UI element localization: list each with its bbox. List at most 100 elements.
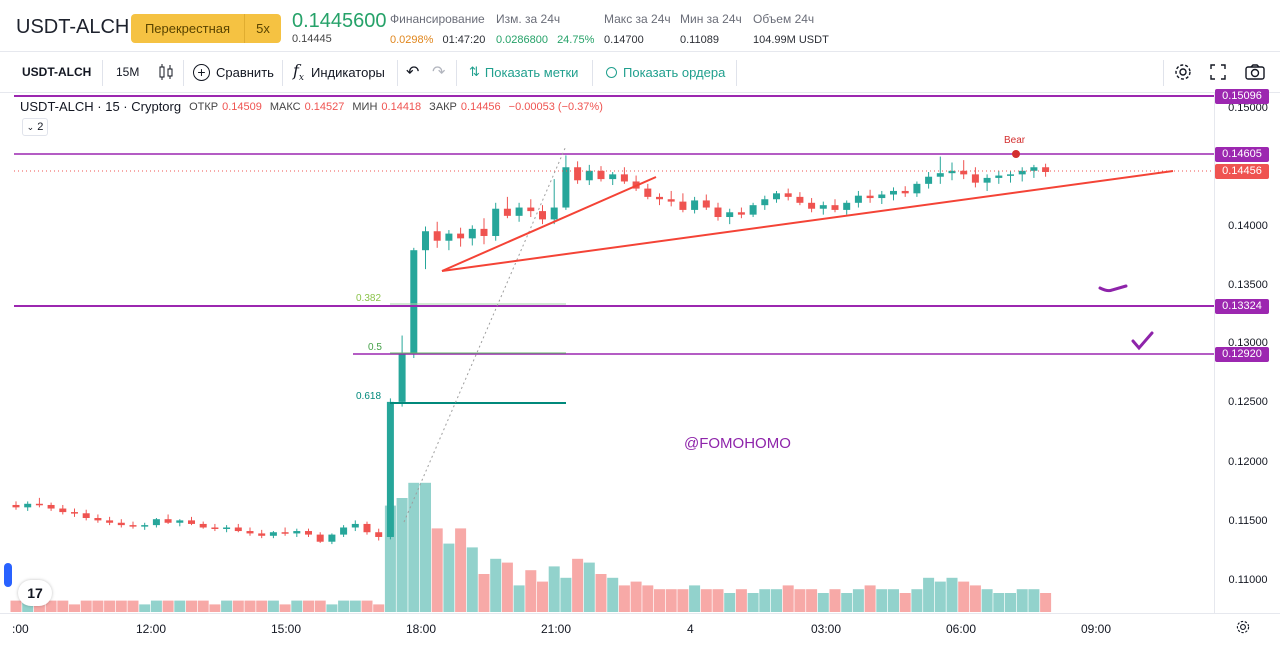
settings-gear-icon[interactable]	[1173, 52, 1193, 92]
candle-body	[550, 207, 558, 220]
show-marks-button[interactable]: ⇅ Показать метки	[469, 52, 578, 92]
indicators-label: Индикаторы	[311, 64, 385, 80]
candle-body	[819, 205, 827, 209]
volume-bar	[747, 593, 759, 612]
volume-bar	[45, 600, 57, 612]
bear-signal-marker[interactable]	[1012, 150, 1020, 158]
mark-price: 0.14445	[292, 33, 332, 45]
volume-bar	[829, 589, 841, 612]
volume-bar	[455, 528, 467, 612]
volume-bar	[373, 604, 385, 612]
volume-bar	[560, 577, 572, 612]
candle-body	[234, 527, 242, 532]
watermark-text: @FOMOHOMO	[684, 435, 791, 452]
toolbar-symbol-button[interactable]: USDT-ALCH	[22, 65, 92, 79]
volume-bar	[408, 482, 420, 612]
time-tick: 18:00	[406, 622, 437, 636]
chart-toolbar: USDT-ALCH 15M + Сравнить fx Индикаторы ↶…	[0, 52, 1280, 93]
candle-body	[269, 532, 277, 536]
volume-bar	[841, 593, 853, 612]
leverage-button[interactable]: 5x	[256, 21, 270, 36]
candle-body	[375, 532, 383, 537]
legend-collapse-button[interactable]: ⌄ 2	[22, 118, 48, 136]
price-badge-level: 0.13324	[1215, 299, 1269, 314]
volume-bar	[139, 604, 151, 612]
volume-bar	[10, 600, 22, 612]
stat-low-label: Мин за 24ч	[680, 12, 742, 26]
price-chart[interactable]	[0, 93, 1214, 613]
volume-bar	[888, 589, 899, 612]
price-tick: 0.15000	[1228, 102, 1268, 114]
volume-bar	[618, 585, 630, 612]
candles-icon[interactable]	[158, 52, 174, 92]
volume-bar	[759, 589, 771, 612]
side-panel-toggle[interactable]	[4, 563, 12, 587]
fib-label-0.382: 0.382	[356, 293, 382, 304]
tradingview-logo[interactable]: 17	[18, 580, 52, 606]
chevron-down-icon: ⌄	[26, 121, 35, 132]
volume-bar	[162, 600, 174, 612]
margin-mode-divider	[244, 14, 245, 43]
candle-body	[796, 196, 804, 203]
function-icon: fx	[293, 60, 304, 84]
chart-legend: USDT-ALCH · 15 · Cryptorg ОТКР 0.14509 МА…	[20, 99, 603, 114]
candle-body	[445, 233, 453, 241]
compare-button[interactable]: + Сравнить	[193, 52, 274, 92]
stat-change-values: 0.0286800 24.75%	[496, 34, 594, 46]
indicators-button[interactable]: fx Индикаторы	[293, 52, 385, 92]
candle-body	[106, 520, 114, 523]
check-mark-drawing	[1098, 284, 1128, 293]
show-marks-label: Показать метки	[484, 64, 579, 80]
toolbar-divider	[102, 60, 103, 86]
volume-bar	[115, 600, 127, 612]
trend-line-long[interactable]	[441, 170, 1174, 272]
candle-body	[480, 228, 488, 236]
time-tick: 21:00	[541, 622, 572, 636]
time-tick: 03:00	[811, 622, 842, 636]
margin-mode-selector[interactable]: Перекрестная 5x	[131, 14, 281, 43]
volume-bar	[349, 600, 361, 612]
show-orders-button[interactable]: Показать ордера	[606, 52, 725, 92]
volume-bar	[771, 589, 782, 612]
volume-bar	[817, 593, 829, 612]
trend-line-short[interactable]	[441, 176, 657, 272]
candle-body	[422, 231, 429, 251]
legend-close-key: ЗАКР	[429, 100, 457, 113]
camera-icon[interactable]	[1244, 52, 1266, 92]
candlesticks	[12, 155, 1050, 545]
redo-icon[interactable]: ↷	[432, 64, 446, 81]
candle-body	[901, 190, 909, 194]
candle-body	[35, 503, 43, 506]
legend-high-key: МАКС	[269, 100, 301, 113]
fib-trend-dotted	[403, 145, 567, 523]
interval-button[interactable]: 15M	[116, 65, 140, 79]
time-scale[interactable]: :00 12:00 15:00 18:00 21:00 4 03:00 06:0…	[0, 613, 1280, 643]
candle-body	[410, 250, 418, 355]
volume-bars	[10, 482, 1052, 612]
candle-body	[71, 512, 78, 514]
legend-open-value: 0.14509	[222, 100, 262, 113]
legend-title: USDT-ALCH · 15 · Cryptorg	[20, 99, 182, 114]
volume-bar	[478, 574, 490, 612]
candle-body	[258, 533, 266, 536]
candle-body	[164, 519, 172, 523]
stat-high-24h: Макс за 24ч 0.14700	[604, 12, 671, 46]
fullscreen-icon[interactable]	[1209, 52, 1227, 92]
undo-icon[interactable]: ↶	[406, 64, 420, 81]
price-badge-last: 0.14456	[1215, 164, 1269, 179]
funding-rate: 0.0298%	[390, 34, 434, 46]
volume-bar	[384, 505, 396, 612]
volume-bar	[326, 604, 338, 612]
time-tick: 15:00	[271, 622, 302, 636]
price-scale[interactable]: 0.15000 0.14000 0.13500 0.13000 0.12500 …	[1214, 89, 1280, 613]
symbol-title[interactable]: USDT-ALCH	[16, 16, 130, 38]
chart-pane[interactable]	[0, 93, 1214, 613]
volume-bar	[104, 600, 116, 612]
margin-mode-label[interactable]: Перекрестная	[144, 21, 231, 36]
volume-bar	[490, 558, 502, 612]
candle-body	[761, 199, 769, 206]
volume-bar	[303, 600, 314, 612]
scale-settings-gear-icon[interactable]	[1235, 619, 1251, 640]
volume-bar	[1005, 593, 1016, 612]
candle-body	[433, 231, 441, 241]
